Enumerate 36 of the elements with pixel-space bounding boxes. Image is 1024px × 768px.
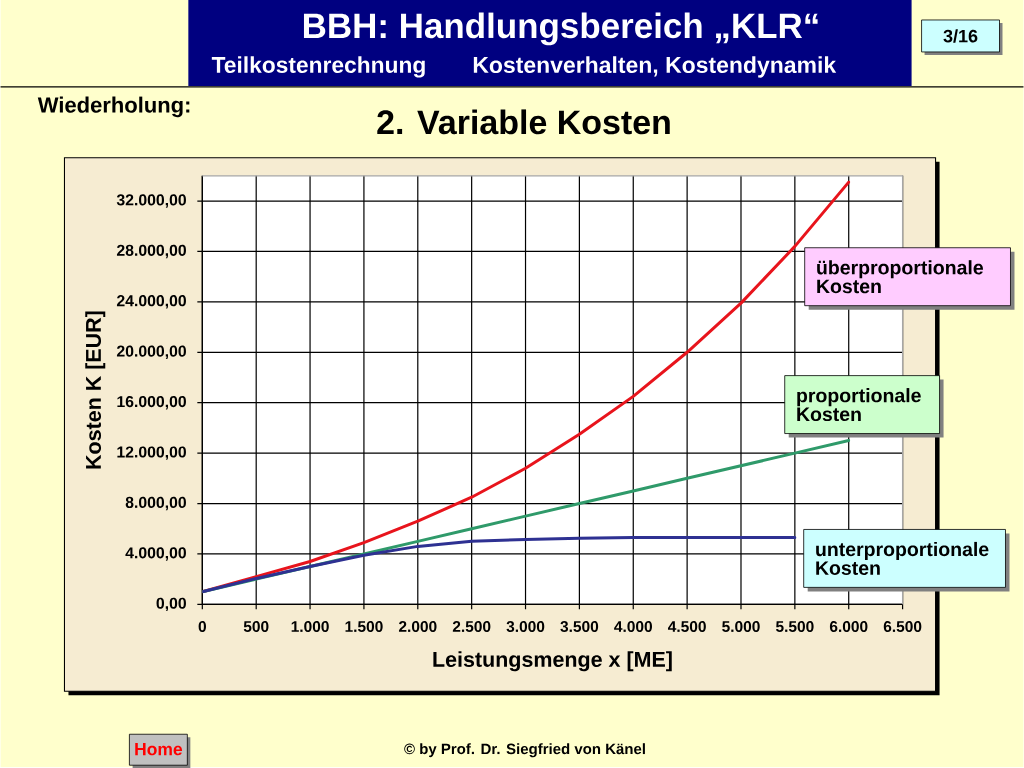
x-tick-label: 6.000: [829, 620, 868, 632]
x-tick-label: 6.500: [883, 620, 922, 632]
x-tick-label: 2.000: [398, 620, 437, 632]
text: © by Prof. Dr. Siegfried von Känel: [404, 743, 645, 758]
y-tick-label: 0,00: [156, 597, 186, 612]
x-tick-label: 3.000: [506, 620, 545, 632]
x-tick-label: 0: [198, 620, 206, 632]
y-tick-label: 20.000,00: [116, 345, 186, 359]
x-tick-label: 1.500: [345, 620, 383, 632]
text: Kostenverhalten, Kostendynamik: [473, 56, 837, 78]
chart-title: 2. Variable Kosten: [377, 109, 670, 135]
x-tick-label: 1.000: [291, 620, 329, 632]
y-tick-label: 16.000,00: [117, 395, 186, 410]
y-tick-label: 4.000,00: [125, 547, 186, 561]
series-label: proportionale Kosten: [797, 387, 921, 422]
x-tick-label: 5.500: [775, 620, 814, 632]
text: Teilkostenrechnung: [211, 56, 425, 78]
text: Home: [135, 743, 183, 756]
x-tick-label: 500: [243, 620, 269, 632]
x-tick-label: 4.000: [614, 620, 652, 632]
text: Wiederholung:: [37, 96, 190, 118]
series-label: überproportionale Kosten: [817, 260, 983, 294]
y-tick-label: 32.000,00: [116, 194, 186, 208]
y-tick-label: 28.000,00: [116, 244, 186, 259]
text: 3/16: [943, 29, 978, 43]
x-tick-label: 4.500: [667, 620, 706, 632]
y-tick-label: 12.000,00: [117, 446, 186, 460]
text: BBH: Handlungsbereich „KLR“: [303, 12, 818, 46]
x-tick-label: 3.500: [560, 620, 599, 632]
x-tick-label: 2.500: [452, 620, 491, 632]
x-axis-title: Leistungsmenge x [ME]: [433, 651, 672, 672]
y-tick-label: 24.000,00: [116, 295, 186, 309]
y-tick-label: 8.000,00: [125, 496, 186, 511]
y-axis-title: Kosten K [EUR]: [85, 311, 106, 469]
series-label: unterproportionale Kosten: [816, 541, 989, 575]
x-tick-label: 5.000: [722, 620, 760, 632]
